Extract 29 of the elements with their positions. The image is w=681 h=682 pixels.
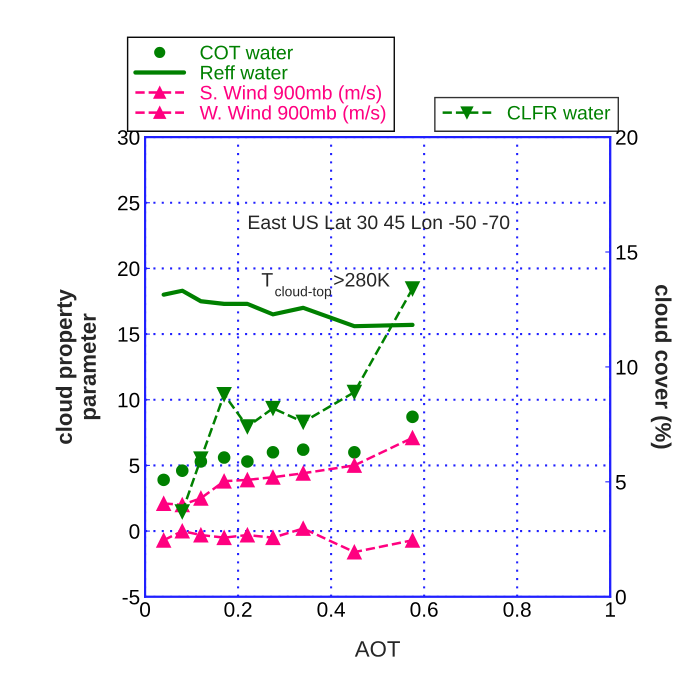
annotation: Tcloud-top>280K	[262, 272, 390, 300]
y-tick-label: 15	[118, 327, 140, 342]
y2-tick-label: 20	[616, 130, 638, 145]
y2-tick-label: 5	[616, 475, 626, 490]
x-tick-label: 0.8	[503, 602, 531, 617]
legend-label: W. Wind 900mb (m/s)	[200, 105, 386, 124]
y2-tick-label: 15	[616, 245, 638, 260]
y-tick-label: 0	[129, 524, 140, 539]
legend-label: COT water	[200, 46, 293, 60]
x-tick-label: 0.2	[224, 602, 252, 617]
y2-tick-label: 10	[616, 360, 638, 375]
y2-tick-label: 0	[616, 590, 626, 605]
legend-label: CLFR water	[508, 106, 610, 120]
legend-label: S. Wind 900mb (m/s)	[200, 85, 381, 104]
x-tick-label: 0.4	[317, 602, 345, 617]
x-axis-title: AOT	[354, 641, 400, 657]
y-tick-label: 20	[118, 261, 140, 276]
y-axis-title: cloud property parameter	[56, 289, 100, 444]
y2-axis-title: cloud cover (%)	[650, 285, 672, 449]
annotation: East US Lat 30 45 Lon -50 -70	[248, 215, 510, 230]
legend-label: Reff water	[201, 65, 288, 80]
y-tick-label: 25	[118, 196, 140, 211]
x-tick-label: 1	[606, 602, 615, 617]
x-tick-label: 0	[140, 602, 150, 617]
y-tick-label: 10	[118, 392, 140, 408]
x-tick-label: 0.6	[410, 602, 438, 617]
y-tick-label: 5	[129, 458, 140, 474]
y-tick-label: -5	[122, 590, 140, 605]
y-tick-label: 30	[118, 130, 140, 145]
